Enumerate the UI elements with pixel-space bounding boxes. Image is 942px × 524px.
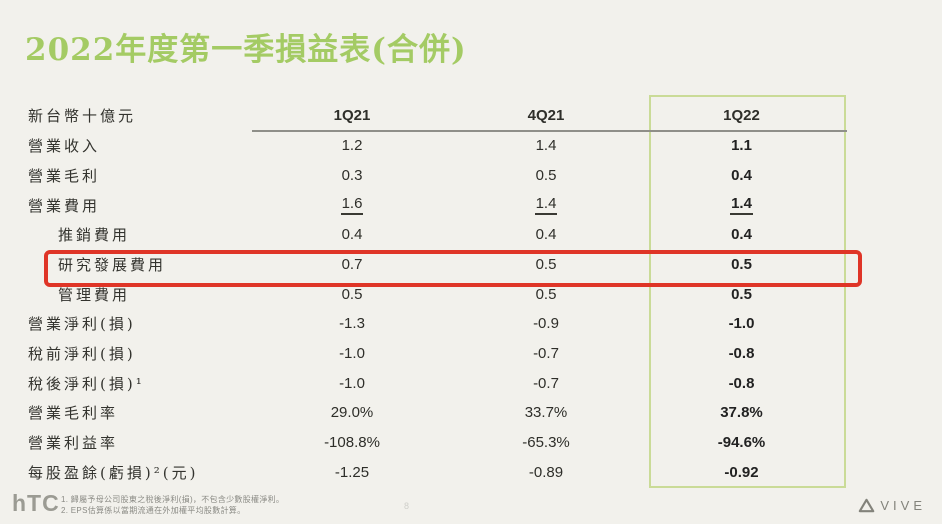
cell-1q22: 1.1 xyxy=(731,137,752,155)
page-number: 8 xyxy=(404,501,410,511)
footnotes: 1. 歸屬予母公司股東之稅後淨利(損)，不包含少數股權淨利。 2. EPS估算係… xyxy=(61,494,284,516)
table-row: 營業收入 1.2 1.4 1.1 xyxy=(28,131,846,161)
cell-1q22: 0.5 xyxy=(731,256,752,274)
row-label: 研究發展費用 xyxy=(58,256,167,275)
row-label: 稅後淨利(損)¹ xyxy=(28,374,145,393)
underlined-value: 1.4 xyxy=(534,195,558,216)
unit-label: 新台幣十億元 xyxy=(28,106,137,125)
table-row-highlighted: 研究發展費用 0.7 0.5 0.5 xyxy=(28,250,846,280)
cell-1q22: 37.8% xyxy=(720,404,763,422)
cell-4q21: 0.5 xyxy=(535,256,557,274)
cell-1q21: 0.3 xyxy=(341,167,363,184)
cell-1q21: -1.0 xyxy=(339,374,365,392)
page-title: 2022年度第一季損益表(合併) xyxy=(25,32,467,68)
table-row: 推銷費用 0.4 0.4 0.4 xyxy=(28,220,846,250)
underlined-value: 1.6 xyxy=(340,195,364,216)
cell-1q21: -1.0 xyxy=(339,345,365,363)
row-label: 營業毛利率 xyxy=(28,404,119,423)
table-row: 稅後淨利(損)¹ -1.0 -0.7 -0.8 xyxy=(28,368,846,398)
row-label: 營業淨利(損) xyxy=(28,315,136,334)
cell-1q22: -94.6% xyxy=(717,434,766,452)
vive-logo-text: VIVE xyxy=(880,498,926,513)
cell-4q21: 1.4 xyxy=(449,195,643,216)
cell-4q21: -0.7 xyxy=(533,374,559,392)
table-body: 營業收入 1.2 1.4 1.1 營業毛利 0.3 0.5 0.4 營業費用 1… xyxy=(28,131,846,487)
vive-triangle-icon xyxy=(858,498,875,513)
footnote-2: 2. EPS估算係以當期流通在外加權平均股數計算。 xyxy=(61,506,246,515)
cell-4q21: 33.7% xyxy=(524,404,568,422)
column-header-1q21: 1Q21 xyxy=(333,106,371,124)
cell-1q21: 0.5 xyxy=(341,285,363,303)
row-label: 稅前淨利(損) xyxy=(28,345,136,364)
cell-1q21: 0.7 xyxy=(341,256,363,274)
table-row: 營業費用 1.6 1.4 1.4 xyxy=(28,190,846,220)
cell-4q21: -0.9 xyxy=(533,315,559,333)
cell-1q21: 29.0% xyxy=(330,404,374,422)
header-underline xyxy=(252,130,847,132)
table-row: 營業淨利(損) -1.3 -0.9 -1.0 xyxy=(28,309,846,339)
cell-1q21: -1.3 xyxy=(339,315,365,333)
cell-1q22: 0.4 xyxy=(731,226,752,244)
row-label: 營業利益率 xyxy=(28,434,119,453)
cell-1q21: -1.25 xyxy=(334,463,370,481)
row-label: 營業費用 xyxy=(28,196,101,215)
table-row: 營業毛利 0.3 0.5 0.4 xyxy=(28,161,846,191)
table-row: 營業利益率 -108.8% -65.3% -94.6% xyxy=(28,428,846,458)
table-row: 營業毛利率 29.0% 33.7% 37.8% xyxy=(28,398,846,428)
cell-4q21: 1.4 xyxy=(535,137,557,155)
cell-1q22: 0.5 xyxy=(731,285,752,303)
row-label: 營業毛利 xyxy=(28,167,101,185)
underlined-value: 1.4 xyxy=(730,195,753,216)
cell-1q21: 1.2 xyxy=(341,137,363,155)
cell-1q22: 1.4 xyxy=(643,195,840,216)
cell-1q22: -0.8 xyxy=(728,374,755,392)
row-label: 管理費用 xyxy=(58,285,131,304)
cell-4q21: -65.3% xyxy=(522,434,570,452)
vive-logo: VIVE xyxy=(858,498,926,513)
column-header-1q22: 1Q22 xyxy=(723,106,760,124)
row-label: 每股盈餘(虧損)²(元) xyxy=(28,463,199,482)
cell-4q21: 0.5 xyxy=(535,167,557,184)
htc-logo: hTC xyxy=(12,490,60,516)
cell-1q22: 0.4 xyxy=(731,167,752,184)
table-header-row: 新台幣十億元 1Q21 4Q21 1Q22 xyxy=(28,99,846,131)
footnote-1: 1. 歸屬予母公司股東之稅後淨利(損)，不包含少數股權淨利。 xyxy=(61,495,285,504)
row-label: 推銷費用 xyxy=(58,226,131,245)
cell-4q21: 0.4 xyxy=(535,226,557,244)
cell-1q21: 0.4 xyxy=(341,226,363,244)
cell-4q21: -0.7 xyxy=(533,345,559,363)
row-label: 營業收入 xyxy=(28,137,101,156)
cell-4q21: 0.5 xyxy=(535,285,557,303)
cell-1q22: -0.8 xyxy=(728,345,755,363)
cell-1q21: -108.8% xyxy=(324,434,380,452)
cell-1q21: 1.6 xyxy=(255,195,449,216)
table-row: 每股盈餘(虧損)²(元) -1.25 -0.89 -0.92 xyxy=(28,457,846,487)
column-header-4q21: 4Q21 xyxy=(527,106,565,124)
cell-1q22: -0.92 xyxy=(724,463,759,481)
table-row: 管理費用 0.5 0.5 0.5 xyxy=(28,279,846,309)
cell-4q21: -0.89 xyxy=(528,463,564,481)
table-row: 稅前淨利(損) -1.0 -0.7 -0.8 xyxy=(28,339,846,369)
cell-1q22: -1.0 xyxy=(728,315,755,333)
